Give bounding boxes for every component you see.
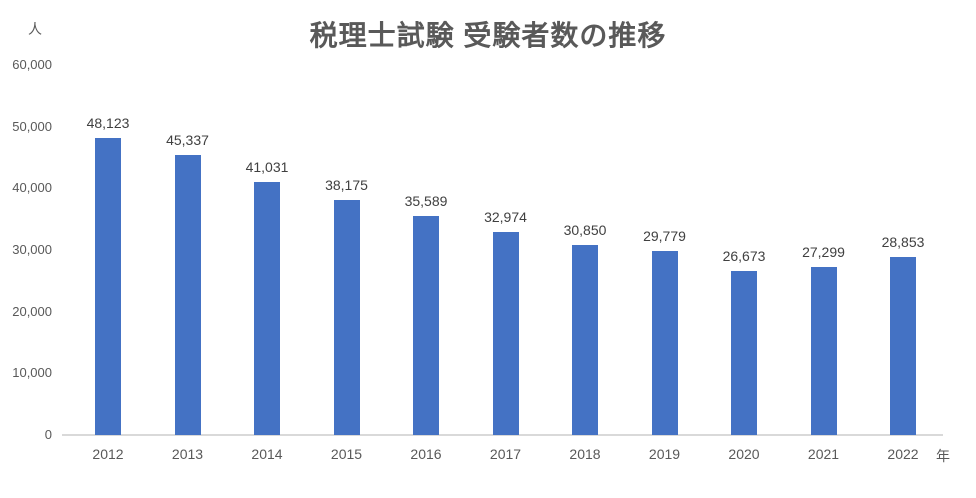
y-axis-unit-label: 人: [28, 21, 42, 37]
x-tick-label: 2019: [648, 446, 681, 462]
y-tick-label: 50,000: [12, 118, 52, 134]
bar-value-label: 30,850: [563, 221, 607, 238]
bar-2021: [810, 266, 837, 435]
bar-value-label: 45,337: [166, 132, 209, 149]
bar-2020: [731, 270, 757, 435]
x-axis-unit-label: 年: [936, 448, 950, 464]
bar-2022: [890, 257, 916, 435]
bar-value-label: 26,673: [722, 247, 766, 264]
x-tick-label: 2014: [251, 446, 283, 462]
y-tick-label: 40,000: [12, 180, 52, 196]
bar-value-label: 28,853: [881, 234, 925, 251]
x-axis-line: [62, 434, 943, 436]
bar-value-label: 35,589: [404, 192, 448, 209]
x-tick-label: 2017: [489, 446, 522, 462]
bar-value-label: 38,175: [325, 176, 368, 193]
y-tick-label: 60,000: [12, 57, 52, 72]
bar-2017: [492, 231, 519, 435]
x-tick-label: 2020: [728, 446, 760, 462]
x-tick-label: 2018: [569, 446, 601, 462]
bar-value-label: 48,123: [86, 115, 130, 132]
x-tick-label: 2015: [330, 446, 363, 462]
bar-2019: [651, 251, 678, 435]
x-tick-label: 2013: [171, 446, 204, 462]
chart-title: 税理士試験 受験者数の推移: [309, 20, 667, 51]
bar-2015: [333, 199, 360, 435]
x-tick-label: 2022: [887, 446, 919, 462]
bar-2014: [254, 181, 280, 435]
x-tick-label: 2012: [92, 446, 124, 462]
y-tick-label: 0: [44, 427, 52, 442]
bar-2018: [572, 244, 598, 435]
y-tick-label: 20,000: [12, 303, 52, 319]
bar-2016: [413, 215, 439, 435]
x-tick-label: 2016: [410, 446, 442, 462]
bar-2012: [95, 138, 121, 435]
bar-value-label: 29,779: [643, 228, 686, 245]
bar-value-label: 41,031: [245, 158, 289, 175]
bar-2013: [174, 155, 201, 435]
bar-value-label: 27,299: [802, 243, 845, 260]
x-tick-label: 2021: [807, 446, 840, 462]
y-tick-label: 10,000: [12, 365, 52, 381]
y-tick-label: 30,000: [12, 242, 52, 257]
bar-value-label: 32,974: [484, 208, 527, 225]
